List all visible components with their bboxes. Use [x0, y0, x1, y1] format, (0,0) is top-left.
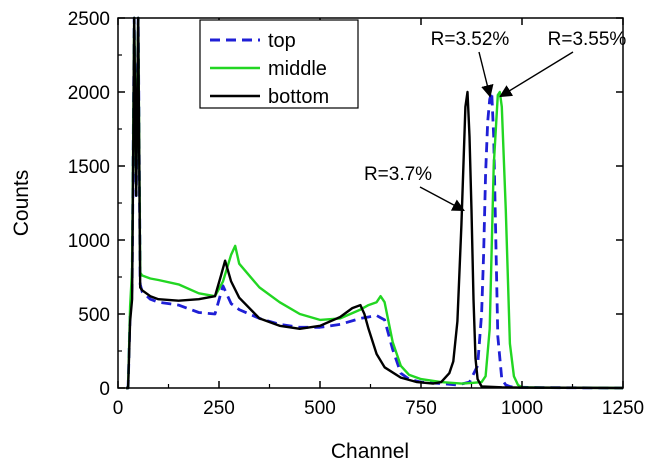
x-axis-label: Channel	[331, 440, 409, 463]
series-line-bottom	[126, 16, 624, 390]
x-tick-label: 1250	[602, 398, 644, 419]
legend: top middle bottom	[199, 19, 359, 109]
y-tick-label: 1500	[68, 157, 110, 178]
x-tick-label: 500	[304, 398, 336, 419]
annotation-layer: R=3.7% R=3.52% R=3.55%	[364, 29, 627, 212]
x-tick-label: 250	[203, 398, 235, 419]
legend-label-bottom: bottom	[268, 86, 329, 108]
y-tick-label: 2000	[68, 83, 110, 104]
annotation-arrow	[499, 51, 574, 98]
annotation-arrow	[478, 51, 494, 98]
y-tick-label: 2500	[68, 9, 110, 30]
y-tick-label: 0	[99, 379, 110, 400]
legend-label-top: top	[268, 30, 296, 52]
annotation-label: R=3.7%	[364, 164, 432, 185]
annotation-label: R=3.52%	[431, 29, 510, 50]
y-tick-label: 1000	[68, 231, 110, 252]
annotation-arrow	[419, 186, 465, 212]
x-tick-label: 0	[113, 398, 124, 419]
legend-items: top middle bottom	[210, 30, 329, 108]
tick-layer: 0 250 500 750 1000 1250 0 500 1000 1500 2000 2500	[68, 9, 644, 419]
annotation-label: R=3.55%	[548, 29, 627, 50]
x-tick-label: 1000	[501, 398, 543, 419]
x-tick-label: 750	[405, 398, 437, 419]
legend-label-middle: middle	[268, 58, 327, 80]
legend-box	[199, 19, 359, 109]
y-axis-label: Counts	[10, 170, 33, 237]
series-line-top	[126, 16, 624, 390]
y-tick-label: 500	[78, 305, 110, 326]
